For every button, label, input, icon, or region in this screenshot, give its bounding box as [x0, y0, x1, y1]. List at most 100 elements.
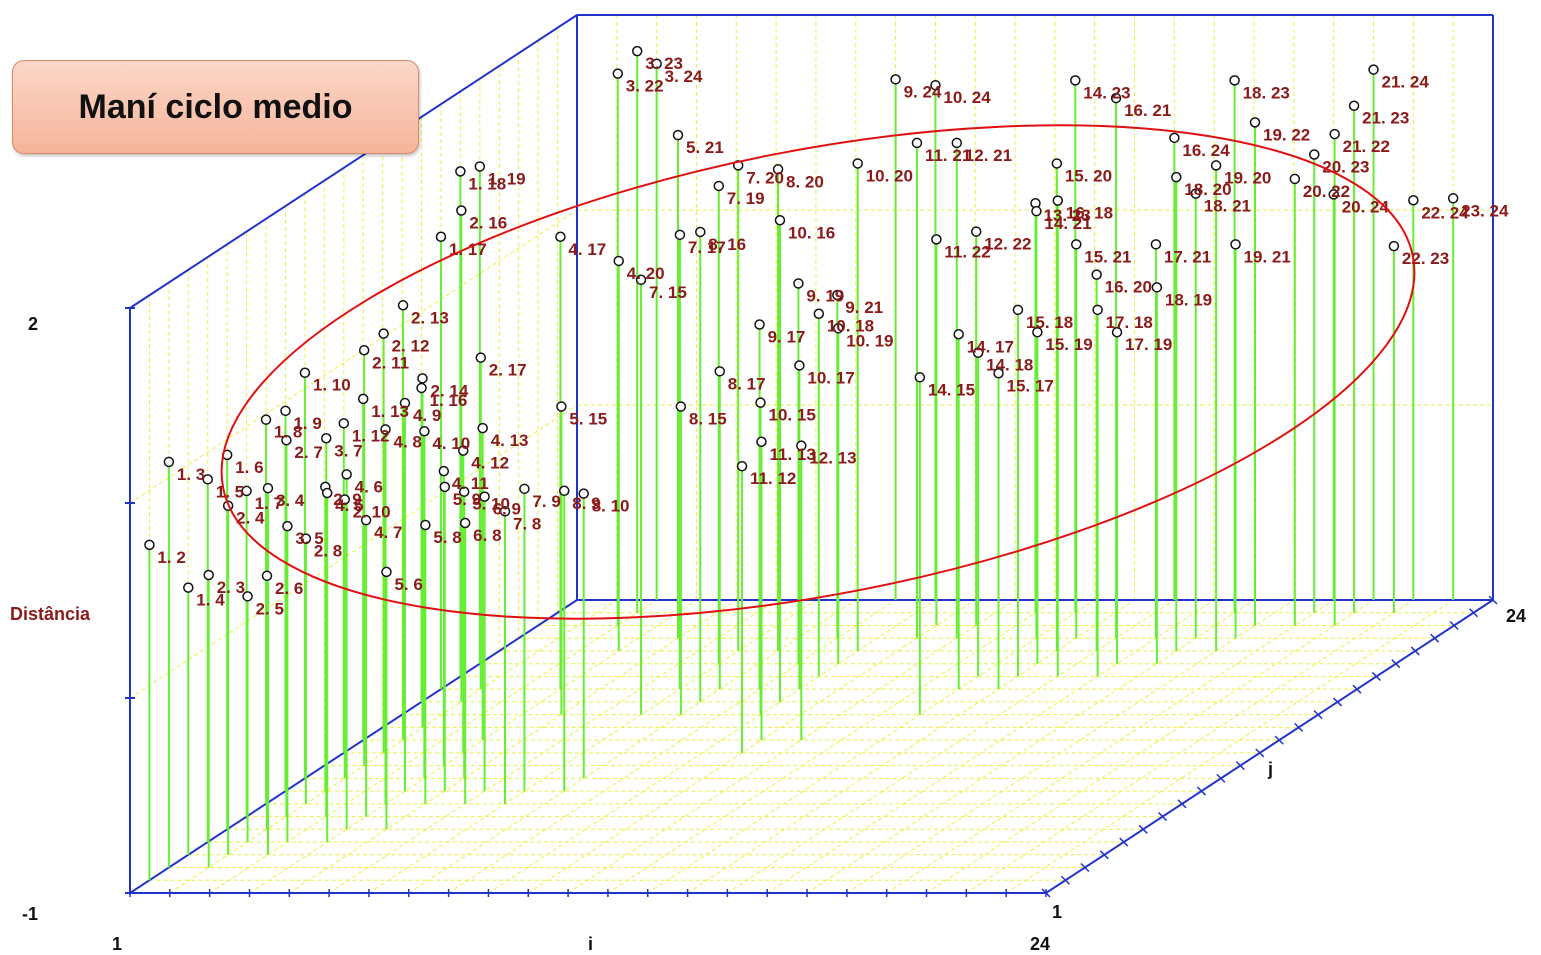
j-tick — [1216, 773, 1226, 783]
point-label: 2. 6 — [275, 579, 303, 598]
floor-grid-line-i — [687, 599, 1135, 894]
point-marker — [455, 166, 466, 177]
j-tick — [1371, 671, 1381, 681]
point-label: 8. 20 — [786, 172, 824, 191]
floor-grid-line-i — [766, 599, 1215, 894]
point-marker — [300, 533, 312, 544]
point-marker — [1110, 92, 1122, 104]
point-marker — [813, 308, 825, 319]
point-label: 1. 9 — [293, 414, 321, 433]
j-tick — [1255, 748, 1265, 758]
frame-edge — [129, 599, 578, 894]
point-marker — [475, 352, 487, 363]
point-marker — [456, 205, 467, 216]
point-marker — [144, 539, 155, 551]
point-marker — [1070, 75, 1081, 86]
frame-edge — [129, 14, 578, 309]
point-marker — [357, 393, 369, 405]
floor-grid-line-i — [806, 599, 1255, 894]
x-axis-min-label: 1 — [112, 934, 122, 954]
point-marker — [931, 234, 942, 245]
point-marker — [341, 469, 352, 480]
point-marker — [420, 519, 431, 531]
point-marker — [674, 229, 686, 241]
point-label: 2. 17 — [489, 361, 527, 380]
point-marker — [970, 226, 982, 237]
floor-grid-line-i — [289, 599, 737, 894]
point-marker — [772, 164, 784, 175]
floor-grid-line-i — [249, 599, 697, 894]
floor-grid-line-i — [727, 599, 1175, 894]
j-tick — [1080, 862, 1090, 873]
j-tick — [1196, 786, 1207, 796]
y-axis-min-label: 1 — [1052, 902, 1062, 922]
point-marker — [163, 456, 175, 468]
point-label: 2. 11 — [372, 353, 409, 372]
point-marker — [499, 506, 511, 517]
point-label: 3. 7 — [334, 441, 362, 460]
point-marker — [280, 405, 291, 417]
floor-grid-line-i — [209, 599, 657, 894]
z-axis-max-label: 2 — [28, 314, 38, 334]
point-label: 4. 13 — [491, 431, 529, 450]
point-label: 7. 17 — [688, 238, 726, 257]
point-label: 1. 8 — [274, 423, 302, 442]
point-label: 16. 18 — [1066, 204, 1113, 223]
point-marker — [339, 494, 350, 505]
point-marker — [1169, 132, 1180, 144]
floor-grid-line-i — [169, 599, 618, 894]
point-marker — [1092, 304, 1103, 316]
point-marker — [1150, 239, 1162, 250]
point-label: 2. 4 — [236, 509, 265, 528]
point-marker — [555, 231, 566, 243]
point-marker — [419, 425, 430, 437]
point-label: 1. 7 — [255, 494, 283, 513]
point-label: 3. 24 — [665, 67, 703, 86]
floor-grid-line-i — [846, 599, 1295, 894]
point-marker — [417, 373, 428, 384]
point-label: 10. 16 — [788, 223, 835, 242]
point-marker — [380, 424, 391, 435]
j-tick — [1158, 812, 1168, 822]
point-marker — [1190, 188, 1201, 199]
point-marker — [695, 226, 706, 238]
point-label: 4. 9 — [413, 406, 441, 425]
point-label: 1. 12 — [352, 426, 390, 445]
point-marker — [458, 486, 470, 497]
point-label: 18. 19 — [1165, 290, 1212, 309]
point-label: 1. 3 — [177, 465, 205, 484]
point-label: 8. 9 — [572, 494, 600, 513]
point-marker — [1408, 195, 1419, 206]
point-label: 11. 22 — [944, 242, 990, 261]
point-label: 19. 20 — [1224, 168, 1271, 187]
point-marker — [477, 422, 488, 434]
point-label: 4. 8 — [394, 432, 422, 451]
floor-grid-line-i — [448, 599, 896, 894]
point-label: 12. 21 — [965, 146, 1012, 165]
point-label: 14. 18 — [986, 356, 1033, 375]
point-marker — [993, 368, 1004, 379]
point-label: 14. 17 — [967, 337, 1014, 356]
floor-grid-line-i — [488, 599, 936, 894]
point-label: 2. 12 — [392, 337, 430, 356]
point-label: 14. 21 — [1044, 214, 1091, 233]
point-marker — [378, 328, 389, 339]
point-marker — [1329, 128, 1340, 140]
point-marker — [474, 161, 486, 172]
point-marker — [754, 319, 765, 330]
point-label: 8. 16 — [708, 235, 746, 254]
point-label: 16. 24 — [1182, 141, 1230, 160]
point-marker — [183, 582, 194, 593]
point-label: 17. 21 — [1164, 247, 1211, 266]
point-label: 5. 9 — [453, 490, 481, 509]
y-axis-title: j — [1267, 759, 1273, 779]
point-label: 18. 23 — [1243, 83, 1290, 102]
point-label: 3. 5 — [295, 529, 323, 548]
point-label: 15. 17 — [1007, 376, 1054, 395]
point-label: 4. 7 — [374, 523, 402, 542]
point-marker — [1052, 195, 1064, 206]
point-marker — [1368, 64, 1379, 75]
point-marker — [1447, 193, 1459, 204]
point-label: 3. 4 — [276, 491, 305, 510]
point-marker — [282, 520, 293, 532]
